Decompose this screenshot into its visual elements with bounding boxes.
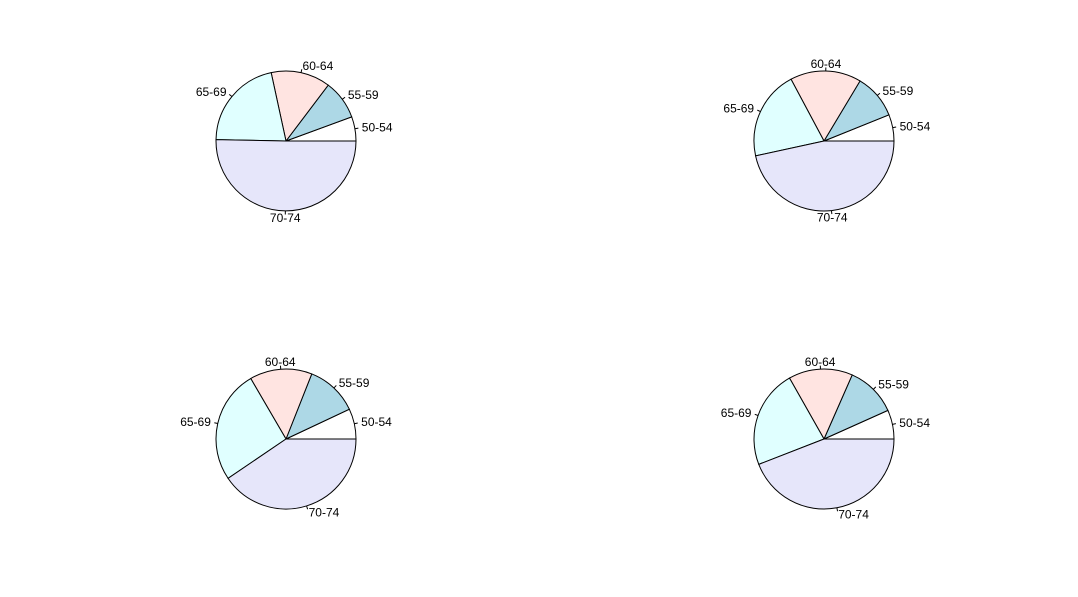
pie-chart-top-right: 50-54 55-59 60-64 65-69 70-74 bbox=[723, 57, 930, 225]
pie-chart-top-left: 50-54 55-59 60-64 65-69 70-74 bbox=[196, 59, 393, 225]
pie-label-tick-55-59 bbox=[872, 386, 877, 390]
pie-label-70-74: 70-74 bbox=[309, 506, 340, 520]
pie-label-65-69: 65-69 bbox=[180, 415, 211, 429]
pie-label-tick-50-54 bbox=[354, 127, 359, 130]
pie-slice-60-64 bbox=[250, 368, 313, 441]
pie-label-tick-65-69 bbox=[214, 422, 218, 425]
pie-label-tick-55-59 bbox=[876, 92, 881, 96]
pie-label-tick-65-69 bbox=[228, 93, 233, 97]
pie-label-50-54: 50-54 bbox=[900, 119, 931, 133]
pie-slice-70-74 bbox=[758, 438, 895, 510]
pie-label-60-64: 60-64 bbox=[303, 59, 334, 73]
pie-label-65-69: 65-69 bbox=[723, 102, 754, 116]
pie-label-60-64: 60-64 bbox=[811, 57, 842, 71]
pie-label-50-54: 50-54 bbox=[362, 121, 393, 135]
pie-label-70-74: 70-74 bbox=[270, 211, 301, 225]
pie-label-70-74: 70-74 bbox=[838, 508, 869, 522]
pie-label-tick-50-54 bbox=[354, 422, 358, 425]
pie-label-55-59: 55-59 bbox=[878, 377, 909, 391]
pie-slice-70-74 bbox=[215, 139, 357, 212]
pie-chart-bottom-left: 50-54 55-59 60-64 65-69 70-74 bbox=[180, 355, 392, 519]
pie-label-tick-50-54 bbox=[892, 423, 896, 425]
pie-label-tick-70-74 bbox=[306, 505, 309, 510]
pie-label-tick-55-59 bbox=[341, 96, 346, 100]
pie-slice-65-69 bbox=[753, 377, 825, 466]
pie-slice-65-69 bbox=[753, 78, 825, 157]
pie-label-50-54: 50-54 bbox=[899, 416, 930, 430]
pie-label-60-64: 60-64 bbox=[805, 355, 836, 369]
pie-label-tick-65-69 bbox=[754, 413, 759, 416]
pie-label-55-59: 55-59 bbox=[883, 84, 914, 98]
pie-slice-65-69 bbox=[215, 377, 287, 480]
pie-slice-70-74 bbox=[754, 140, 895, 212]
pie-label-tick-55-59 bbox=[333, 385, 337, 389]
pie-slice-60-64 bbox=[790, 70, 861, 143]
pie-label-65-69: 65-69 bbox=[196, 85, 227, 99]
pie-label-55-59: 55-59 bbox=[348, 88, 379, 102]
pie-label-55-59: 55-59 bbox=[339, 376, 370, 390]
pie-label-60-64: 60-64 bbox=[265, 355, 296, 369]
pie-slice-60-64 bbox=[270, 70, 329, 143]
pie-label-tick-50-54 bbox=[892, 126, 897, 129]
pie-chart-bottom-right: 50-54 55-59 60-64 65-69 70-74 bbox=[721, 355, 931, 522]
pie-label-65-69: 65-69 bbox=[721, 406, 752, 420]
pie-label-tick-60-64 bbox=[300, 69, 303, 73]
pie-label-70-74: 70-74 bbox=[817, 211, 848, 225]
pie-label-tick-65-69 bbox=[757, 109, 761, 113]
pie-label-tick-70-74 bbox=[836, 507, 839, 512]
pie-label-50-54: 50-54 bbox=[361, 415, 392, 429]
pie-slice-65-69 bbox=[215, 71, 287, 142]
